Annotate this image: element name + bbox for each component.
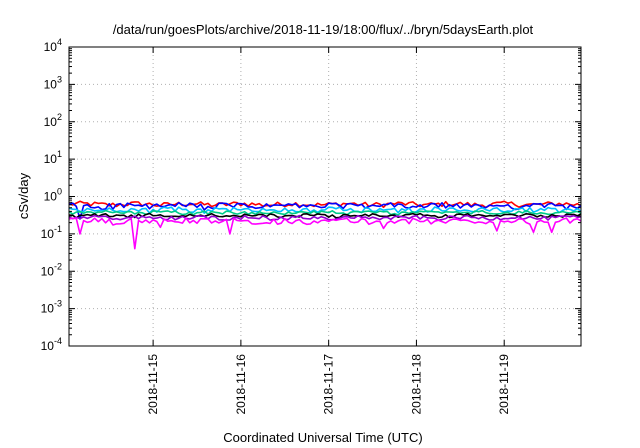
x-axis: 2018-11-15 2018-11-16 2018-11-17 2018-11-18…	[146, 47, 511, 415]
series-line-5	[68, 212, 582, 219]
y-tick-label: 102	[44, 112, 62, 129]
y-tick-label-exponent: 4	[57, 37, 62, 47]
gridlines	[69, 47, 581, 346]
y-tick-label-base: 10	[44, 115, 58, 129]
y-tick-label-base: 10	[41, 227, 55, 241]
y-tick-label-exponent: -3	[54, 299, 62, 309]
series-line-6	[68, 214, 582, 221]
y-tick-label-base: 10	[41, 302, 55, 316]
y-tick-label-exponent: 3	[57, 74, 62, 84]
data-series	[68, 200, 582, 250]
chart-title: /data/run/goesPlots/archive/2018-11-19/1…	[113, 22, 534, 37]
y-tick-label: 103	[44, 74, 62, 91]
x-tick-label: 2018-11-15	[146, 354, 160, 415]
x-tick-label: 2018-11-17	[322, 354, 336, 415]
x-axis-label: Coordinated Universal Time (UTC)	[223, 430, 422, 445]
series-line-7	[68, 217, 582, 250]
y-tick-label-base: 10	[44, 40, 58, 54]
x-tick-label: 2018-11-19	[497, 354, 511, 415]
y-tick-label: 10-3	[41, 299, 62, 316]
y-tick-label-exponent: -4	[54, 336, 62, 346]
y-tick-label-exponent: 1	[57, 149, 62, 159]
y-tick-label-base: 10	[41, 339, 55, 353]
y-tick-label-base: 10	[44, 77, 58, 91]
y-tick-label: 100	[44, 187, 62, 204]
y-tick-label: 104	[44, 37, 62, 54]
y-tick-label-exponent: -2	[54, 261, 62, 271]
y-tick-label-base: 10	[44, 190, 58, 204]
y-tick-label-exponent: -1	[54, 224, 62, 234]
y-tick-label: 10-2	[41, 261, 62, 278]
y-axis-label: cSv/day	[16, 172, 31, 219]
x-tick-label: 2018-11-18	[409, 354, 423, 415]
y-tick-label: 10-1	[41, 224, 62, 241]
y-tick-label-exponent: 0	[57, 187, 62, 197]
series-line-2	[68, 201, 582, 220]
y-tick-label-base: 10	[44, 152, 58, 166]
y-tick-label: 101	[44, 149, 62, 166]
y-tick-label-exponent: 2	[57, 112, 62, 122]
x-tick-label: 2018-11-16	[234, 354, 248, 415]
y-tick-label-base: 10	[41, 264, 55, 278]
series-line-4	[68, 209, 582, 216]
y-tick-label: 10-4	[41, 336, 62, 353]
